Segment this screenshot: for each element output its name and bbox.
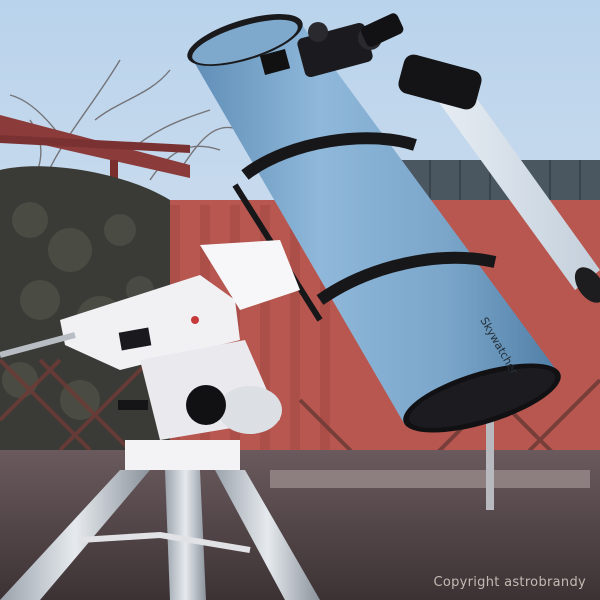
eq-mount — [60, 240, 300, 440]
telescope-tube — [187, 14, 561, 433]
focuser — [297, 13, 404, 78]
tripod — [0, 440, 320, 600]
dec-knob-icon — [186, 385, 226, 425]
copyright-watermark: Copyright astrobrandy — [433, 575, 586, 590]
tube-rings — [241, 132, 497, 305]
logo-badge — [259, 48, 291, 76]
pole — [486, 400, 494, 510]
step — [270, 470, 590, 488]
counterweight-shaft — [0, 332, 76, 358]
finder-scope — [398, 54, 600, 303]
